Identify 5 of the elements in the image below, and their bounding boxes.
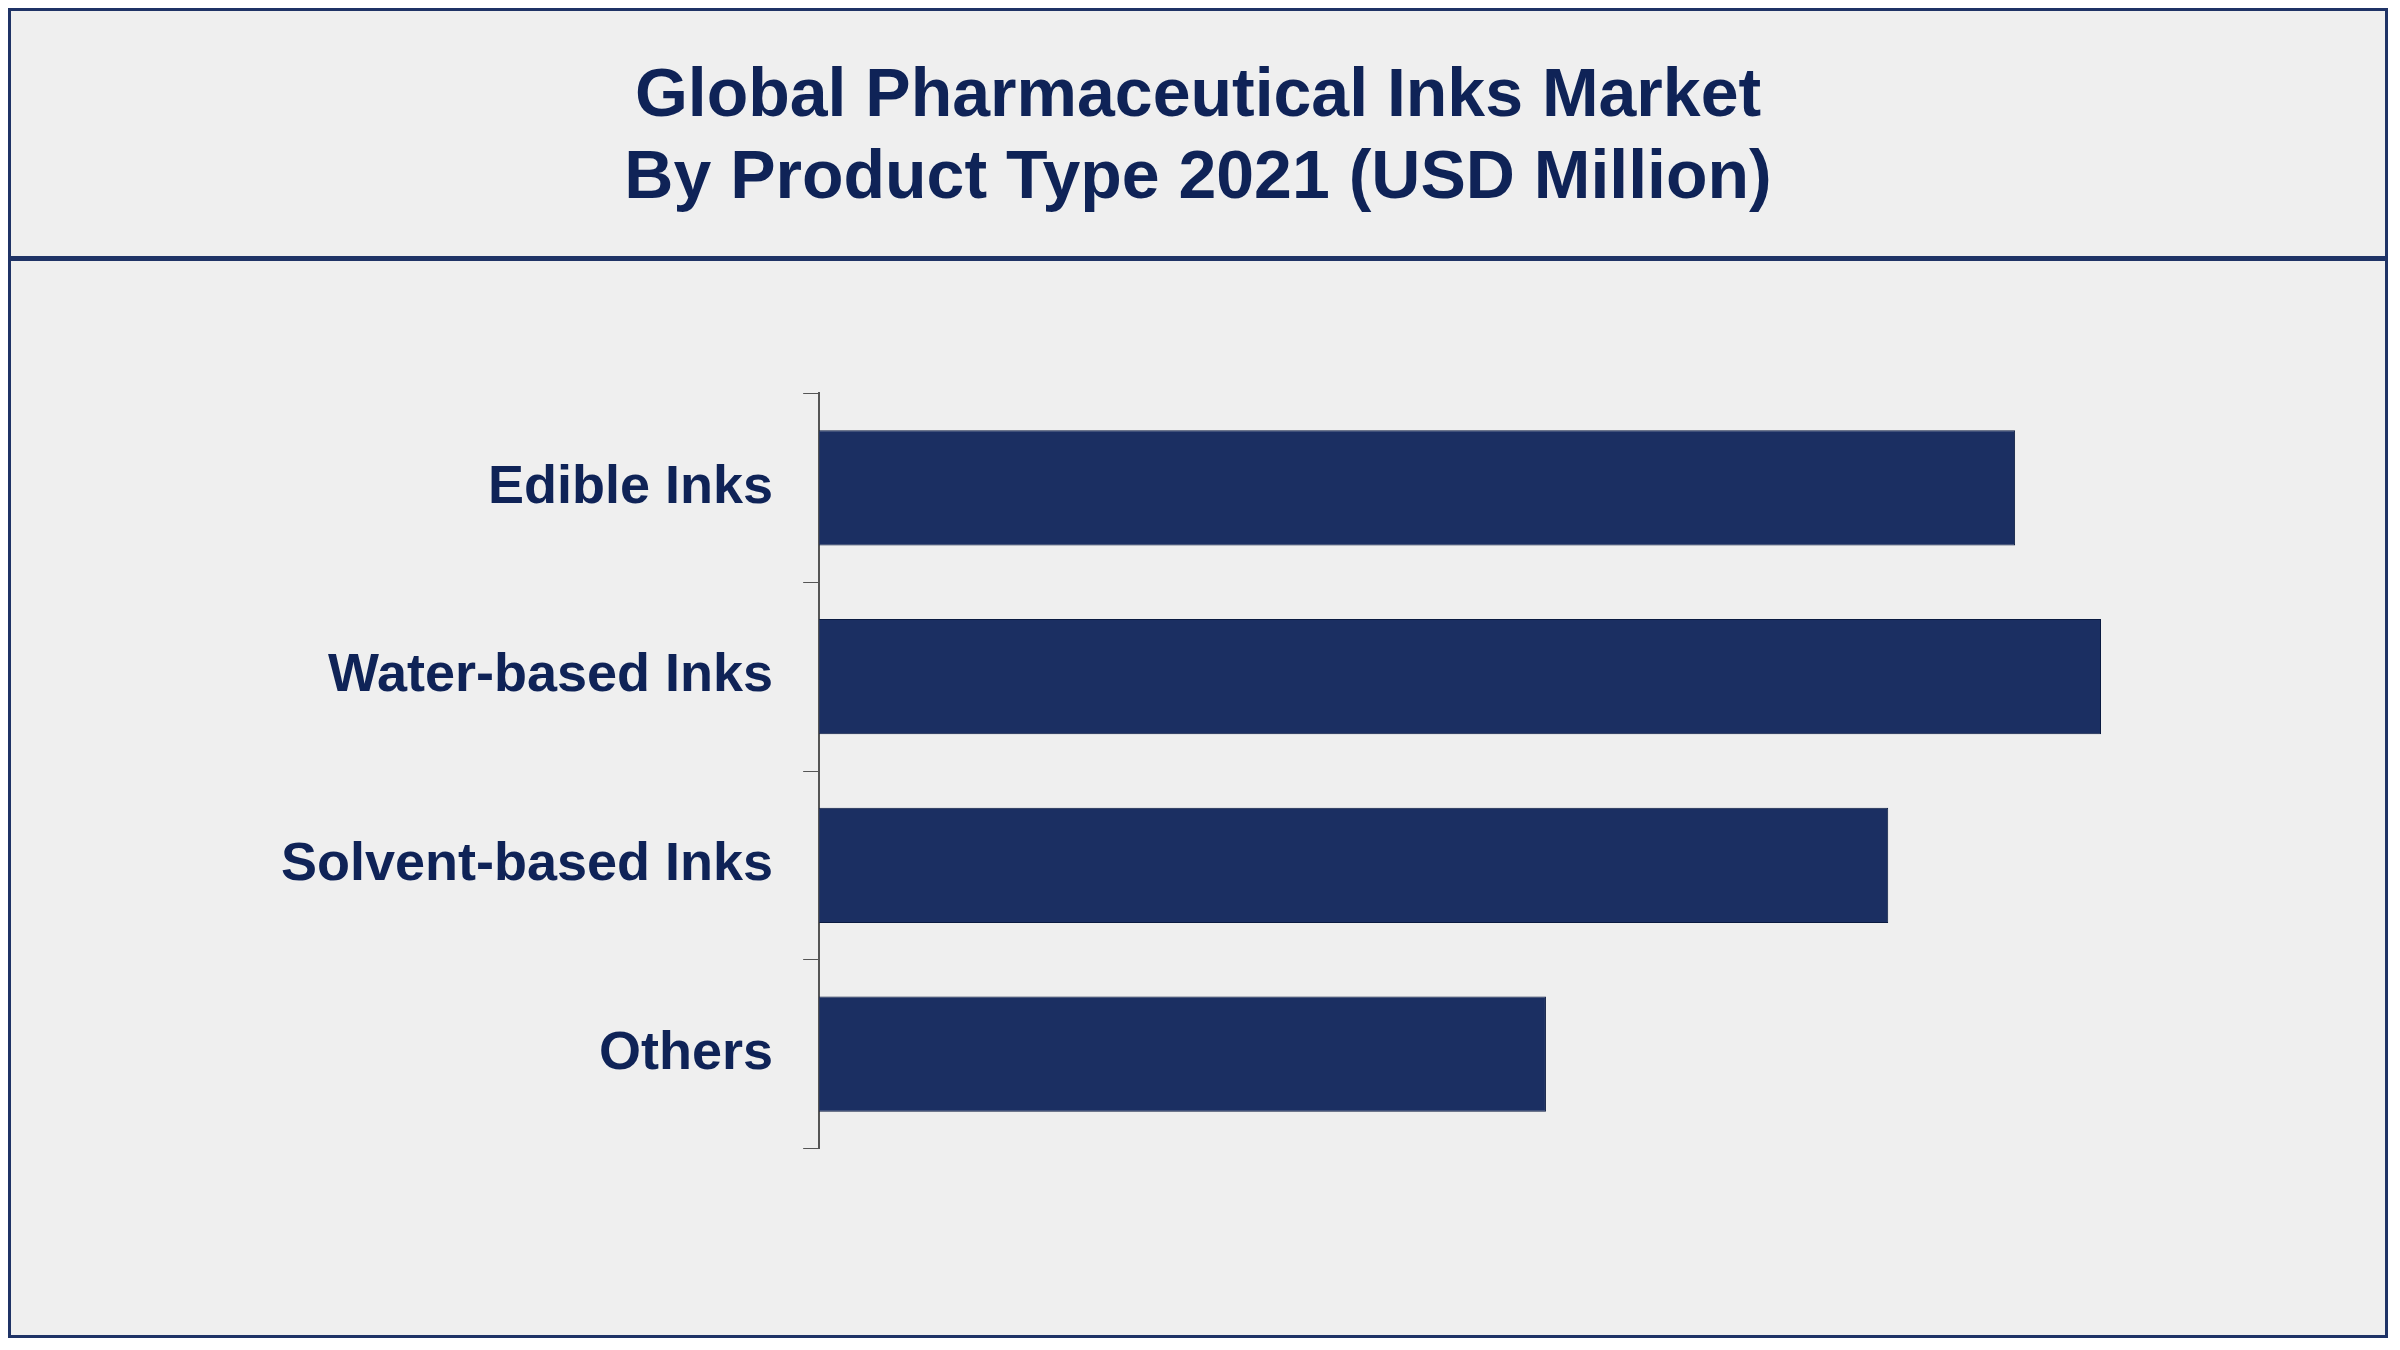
chart-title: Global Pharmaceutical Inks Market By Product Type 2021 (USD Million)	[624, 52, 1772, 214]
y-tick-label: Others	[599, 1020, 774, 1081]
y-tick-label: Solvent-based Inks	[280, 831, 774, 892]
y-tick-label: Water-based Inks	[328, 642, 774, 703]
y-tick-label: Edible Inks	[488, 453, 774, 514]
